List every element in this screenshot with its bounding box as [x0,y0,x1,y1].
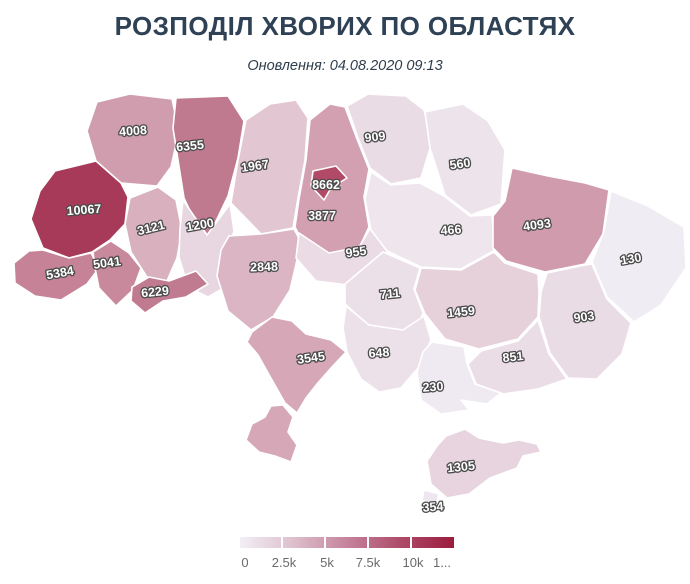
page-title: РОЗПОДІЛ ХВОРИХ ПО ОБЛАСТЯХ [114,11,576,41]
legend-tick-max: 1... [432,555,452,570]
region-vinnytsia[interactable] [216,228,302,331]
legend-tick-7-5k: 7.5k [355,555,381,570]
region-zaporizhzhia[interactable] [467,319,568,395]
region-zakarpattia[interactable] [13,249,100,301]
region-sevastopol[interactable] [421,489,440,506]
region-zhytomyr[interactable] [230,99,309,235]
legend-tick-5k: 5k [320,555,334,570]
region-mykolaiv[interactable] [342,305,432,393]
region-donetsk[interactable] [538,263,632,380]
region-sumy[interactable] [424,103,506,216]
region-odesa[interactable] [245,316,347,463]
region-lviv[interactable] [30,160,129,259]
region-kharkiv[interactable] [492,167,610,273]
legend-tick-2-5k: 2.5k [271,555,297,570]
region-ternopil[interactable] [124,186,183,282]
legend-tick-0: 0 [241,555,249,570]
legend-gradient-bar [240,537,454,548]
region-chernivtsi[interactable] [130,270,209,314]
region-kyiv-city[interactable] [310,165,348,201]
region-luhansk[interactable] [591,190,687,323]
region-dnipropetrovsk[interactable] [414,251,540,350]
region-chernihiv[interactable] [346,93,433,185]
update-timestamp: Оновлення: 04.08.2020 09:13 [247,58,443,74]
region-kherson[interactable] [416,341,502,415]
region-crimea[interactable] [426,428,542,499]
legend-tick-10k: 10k [402,555,424,570]
region-volyn[interactable] [86,93,180,187]
